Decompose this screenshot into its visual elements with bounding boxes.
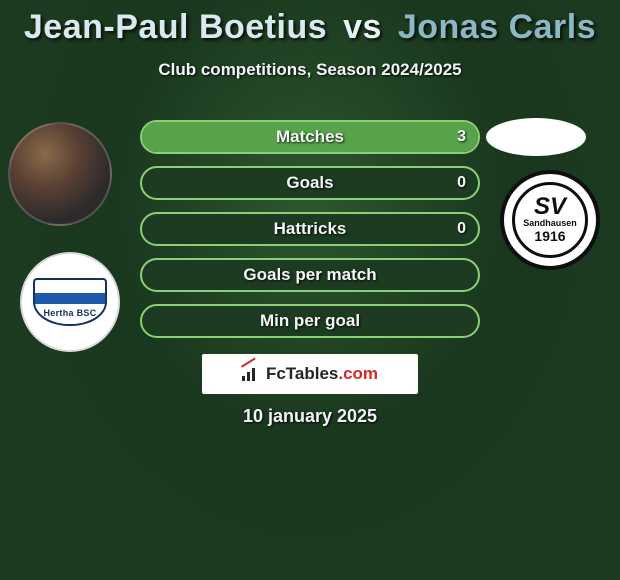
stat-label: Goals per match <box>142 260 478 290</box>
stat-value-right: 3 <box>457 122 466 152</box>
page-title: Jean-Paul Boetius vs Jonas Carls <box>0 8 620 47</box>
stat-row-matches: Matches 3 <box>140 120 480 154</box>
stat-value-right: 0 <box>457 168 466 198</box>
stat-row-hattricks: Hattricks 0 <box>140 212 480 246</box>
stat-row-min-per-goal: Min per goal <box>140 304 480 338</box>
sandhausen-badge-icon: SV Sandhausen 1916 <box>512 182 588 258</box>
stat-row-goals-per-match: Goals per match <box>140 258 480 292</box>
hertha-badge-label: Hertha BSC <box>35 308 105 318</box>
stat-row-goals: Goals 0 <box>140 166 480 200</box>
hertha-badge-icon: Hertha BSC <box>33 278 107 326</box>
title-vs: vs <box>337 8 388 46</box>
sandhausen-badge-mid: Sandhausen <box>523 218 577 228</box>
brand-text-prefix: FcTables <box>266 364 338 383</box>
player1-club-badge: Hertha BSC <box>20 252 120 352</box>
stat-bars: Matches 3 Goals 0 Hattricks 0 Goals per … <box>140 120 480 350</box>
stat-value-right: 0 <box>457 214 466 244</box>
sandhausen-badge-year: 1916 <box>534 228 565 244</box>
sandhausen-badge-top: SV <box>534 196 566 218</box>
subtitle: Club competitions, Season 2024/2025 <box>0 60 620 80</box>
fctables-icon <box>242 367 260 381</box>
stat-label: Matches <box>142 122 478 152</box>
stat-label: Goals <box>142 168 478 198</box>
brand-text-suffix: .com <box>338 364 378 383</box>
player2-avatar <box>486 118 586 156</box>
generated-date: 10 january 2025 <box>0 406 620 427</box>
title-player2: Jonas Carls <box>398 8 596 46</box>
stat-label: Hattricks <box>142 214 478 244</box>
brand-text: FcTables.com <box>266 364 378 384</box>
stat-label: Min per goal <box>142 306 478 336</box>
title-player1: Jean-Paul Boetius <box>24 8 327 46</box>
brand-watermark: FcTables.com <box>202 354 418 394</box>
player2-club-badge: SV Sandhausen 1916 <box>500 170 600 270</box>
player1-avatar <box>8 122 112 226</box>
